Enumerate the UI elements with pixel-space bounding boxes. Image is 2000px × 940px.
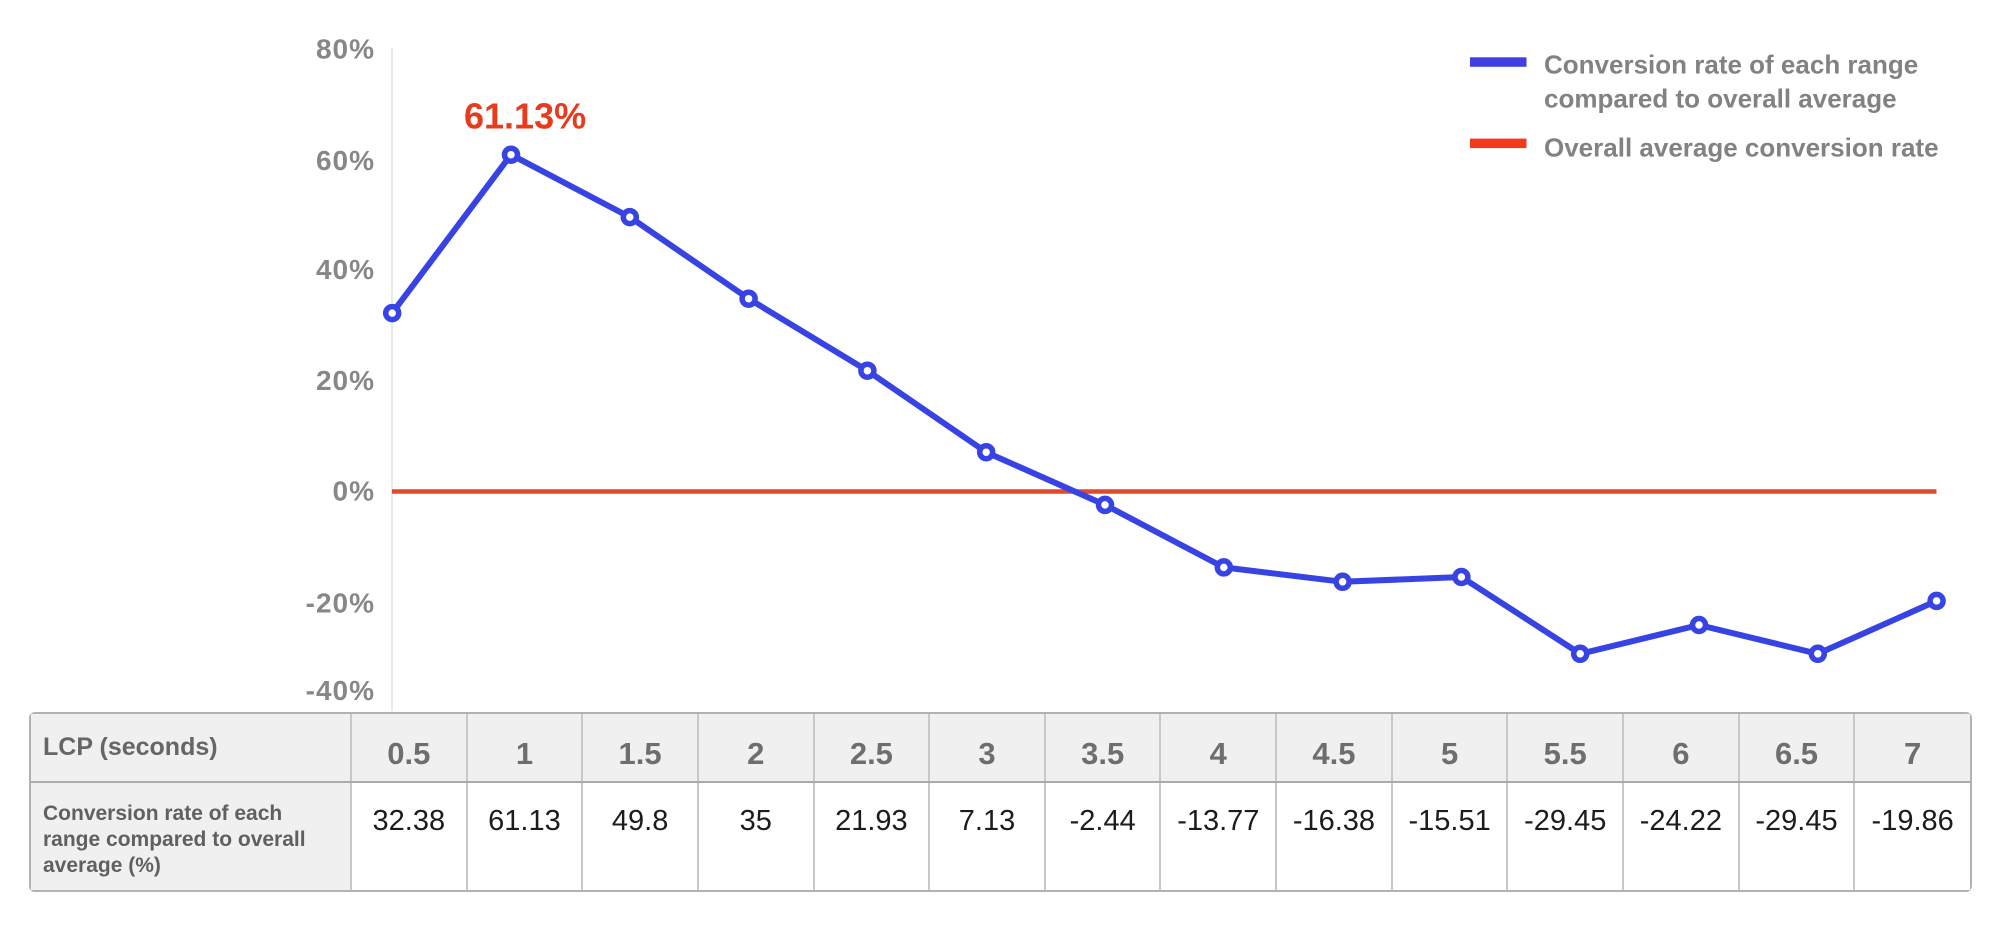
svg-text:-40%: -40% xyxy=(306,675,375,706)
svg-text:compared to overall average: compared to overall average xyxy=(1544,84,1897,114)
svg-text:0%: 0% xyxy=(333,475,375,506)
svg-text:40%: 40% xyxy=(316,254,375,285)
svg-text:-20%: -20% xyxy=(306,588,375,619)
svg-text:20%: 20% xyxy=(316,365,375,396)
svg-text:61.13%: 61.13% xyxy=(464,96,586,137)
svg-text:Conversion rate of each range: Conversion rate of each range xyxy=(1544,50,1918,80)
svg-text:Overall average conversion rat: Overall average conversion rate xyxy=(1544,133,1939,163)
svg-text:60%: 60% xyxy=(316,145,375,176)
svg-text:80%: 80% xyxy=(316,34,375,65)
